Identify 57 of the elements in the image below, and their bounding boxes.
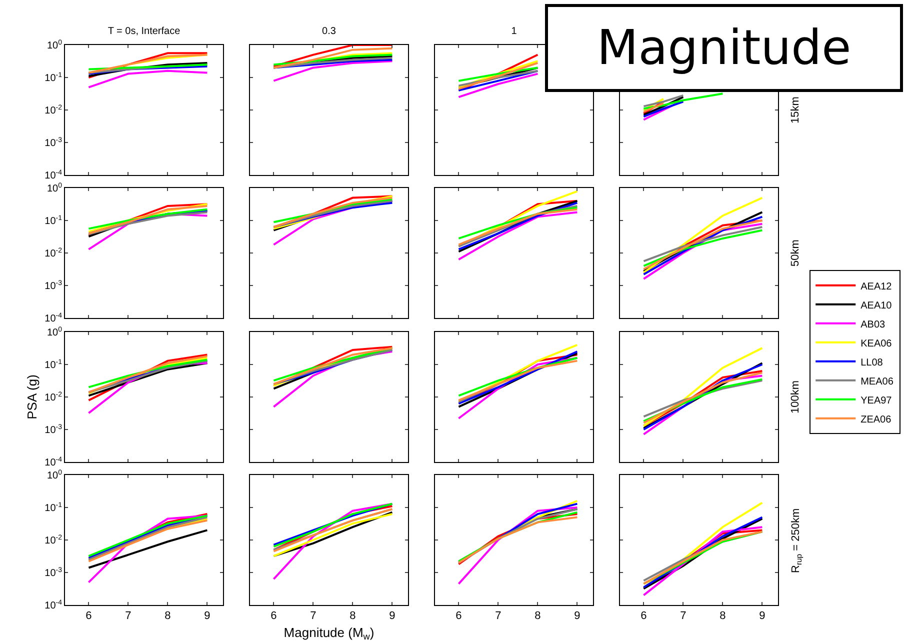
legend-label: AEA12 [860, 281, 892, 292]
x-tick-label: 6 [86, 610, 92, 622]
x-tick-label: 6 [640, 610, 647, 622]
chart-title: 0.3 [322, 26, 336, 37]
y-tick-label: 10$^{-4}$ [44, 169, 62, 182]
x-tick-label: 8 [720, 610, 726, 622]
line-series [88, 208, 208, 230]
legend-label: KEA06 [860, 338, 892, 350]
line-series [88, 70, 208, 88]
y-tick-label: 10$^{0}$ [46, 182, 62, 194]
x-tick-label: 7 [680, 610, 686, 622]
y-tick-label: 10$^{-4}$ [44, 456, 62, 468]
legend-label: AEA10 [860, 300, 892, 312]
x-tick-label: 9 [574, 610, 580, 622]
y-tick-label: 10$^{-3}$ [44, 424, 62, 436]
legend-label: MEA06 [860, 376, 894, 388]
x-tick-label: 6 [270, 610, 277, 622]
y-tick-label: 10$^{0}$ [46, 326, 62, 338]
x-tick-label: 7 [310, 610, 316, 622]
y-tick-label: 10$^{-1}$ [44, 214, 62, 227]
chart-title: T = 0s, Interface [108, 26, 181, 37]
x-tick-label: 8 [164, 610, 171, 622]
y-tick-label: 10$^{-1}$ [44, 72, 62, 84]
x-tick-label: 7 [495, 610, 502, 622]
x-tick-label: 9 [389, 610, 396, 622]
y-tick-label: 10$^{0}$ [46, 469, 62, 482]
legend-label: AB03 [860, 319, 886, 330]
x-tick-label: 9 [204, 610, 210, 622]
y-tick-label: 10$^{-1}$ [44, 358, 62, 371]
y-tick-label: 10$^{-1}$ [44, 502, 62, 514]
y-tick-label: 10$^{-2}$ [44, 391, 62, 404]
legend-label: ZEA06 [860, 414, 892, 426]
x-axis-title: Magnitude (M$_{w}$) [284, 624, 374, 642]
y-tick-label: 10$^{0}$ [46, 39, 62, 52]
legend-label: YEA97 [860, 395, 892, 406]
y-tick-label: 10$^{-3}$ [44, 280, 62, 292]
y-tick-label: 10$^{-3}$ [44, 136, 62, 149]
line-series [88, 358, 208, 388]
x-tick-label: 8 [534, 610, 541, 622]
x-tick-label: 6 [456, 610, 462, 622]
y-axis-title: PSA (g) [24, 374, 40, 420]
text: 50km [789, 240, 802, 266]
y-tick-label: 10$^{-4}$ [44, 312, 62, 324]
x-tick-label: 9 [759, 610, 766, 622]
y-tick-label: 10$^{-2}$ [44, 104, 62, 116]
text: 15km [789, 96, 802, 124]
text: 100km [789, 380, 802, 414]
legend-label: LL08 [860, 357, 884, 368]
y-tick-label: 10$^{-3}$ [44, 566, 62, 579]
y-tick-label: 10$^{-2}$ [44, 534, 62, 546]
line-series [88, 529, 208, 569]
chart-title: 1 [511, 26, 518, 37]
annotation: Magnitude [545, 4, 903, 92]
x-tick-label: 7 [125, 610, 132, 622]
y-tick-label: 10$^{-4}$ [44, 599, 62, 612]
y-tick-label: 10$^{-2}$ [44, 247, 62, 260]
x-tick-label: 8 [350, 610, 356, 622]
